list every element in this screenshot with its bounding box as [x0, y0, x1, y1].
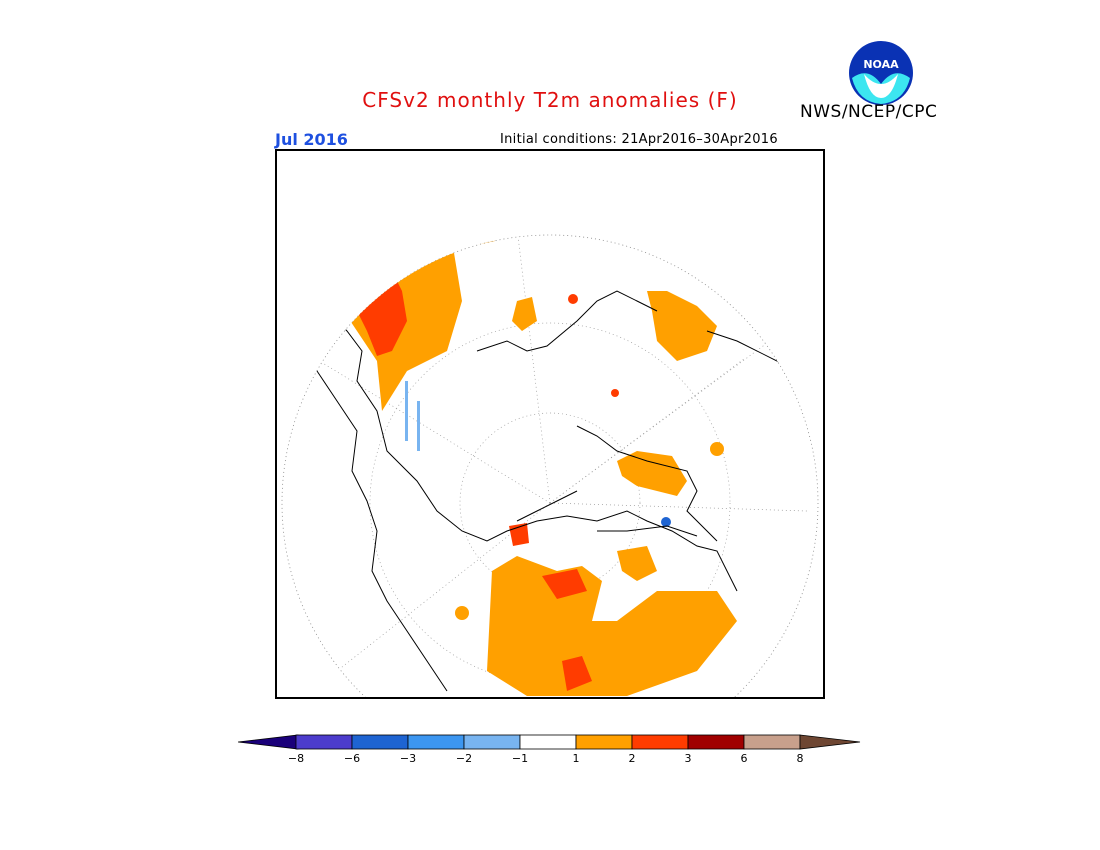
colorbar-box — [407, 734, 465, 750]
colorbar-box — [295, 734, 353, 750]
polar-map — [281, 234, 819, 697]
colorbar-label: −8 — [287, 752, 305, 765]
colorbar-label: 6 — [740, 752, 748, 765]
colorbar-label: −2 — [455, 752, 473, 765]
colorbar — [238, 734, 861, 750]
noaa-logo: NOAA — [849, 41, 913, 105]
colorbar-box — [519, 734, 577, 750]
org-label: NWS/NCEP/CPC — [800, 102, 938, 122]
anomaly-neg-regions — [405, 381, 420, 451]
colorbar-label: 2 — [628, 752, 636, 765]
anomaly-neg-spot — [661, 517, 671, 527]
anomaly-fields — [317, 235, 744, 696]
colorbar-left-arrow — [238, 734, 299, 750]
colorbar-box — [743, 734, 801, 750]
logo-text: NOAA — [863, 58, 899, 71]
colorbar-box — [463, 734, 521, 750]
colorbar-right-arrow — [799, 734, 861, 750]
colorbar-box — [575, 734, 633, 750]
graticule — [286, 235, 808, 684]
colorbar-label: −3 — [399, 752, 417, 765]
colorbar-label: −1 — [511, 752, 529, 765]
map-frame — [275, 149, 825, 699]
initial-conditions: Initial conditions: 21Apr2016–30Apr2016 — [500, 132, 778, 147]
colorbar-box — [351, 734, 409, 750]
globe-boundary — [281, 234, 819, 697]
forecast-month: Jul 2016 — [275, 130, 348, 149]
chart-title: CFSv2 monthly T2m anomalies (F) — [362, 88, 738, 112]
colorbar-box — [631, 734, 689, 750]
colorbar-label: −6 — [343, 752, 361, 765]
colorbar-boxes — [295, 734, 801, 750]
anomaly-1-to-2-regions — [317, 235, 744, 696]
colorbar-box — [687, 734, 745, 750]
colorbar-label: 3 — [684, 752, 692, 765]
colorbar-label: 1 — [572, 752, 580, 765]
colorbar-label: 8 — [796, 752, 804, 765]
